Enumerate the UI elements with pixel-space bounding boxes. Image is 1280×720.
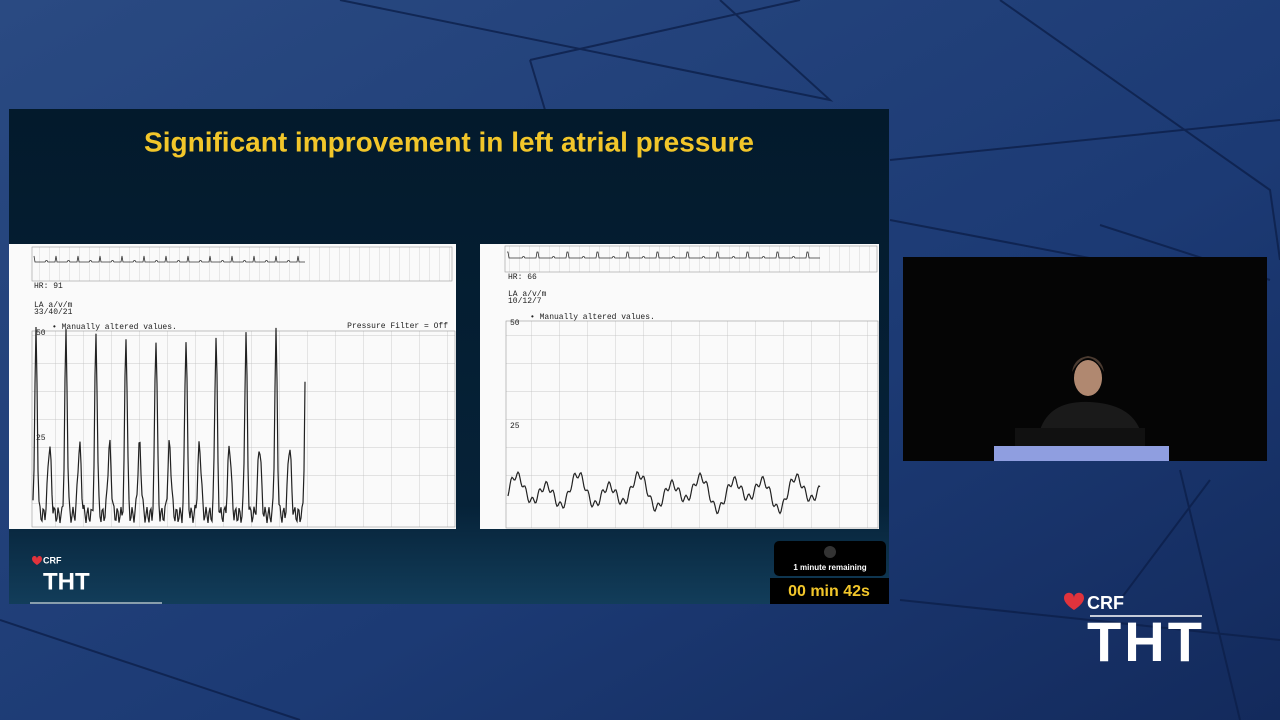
pressures: 10/12/7 [508, 297, 542, 306]
pressure-trace [507, 470, 821, 515]
pressure-grid [505, 320, 879, 529]
timer-box [774, 541, 886, 576]
pressure-trace [32, 326, 306, 524]
event-logo: CRF THT [1064, 592, 1202, 673]
event: THT [1087, 610, 1202, 673]
speaker [994, 356, 1169, 461]
brand: CRF [1087, 593, 1124, 613]
pressures: 33/40/21 [34, 308, 73, 317]
scale-label: 25 [36, 434, 46, 443]
note: • Manually altered values. [530, 313, 655, 322]
brand: CRF [43, 555, 62, 565]
ecg-trace [507, 251, 820, 259]
channel: LA a/v/m [508, 290, 547, 299]
heart-rate: HR: 66 [508, 273, 537, 282]
event: THT [43, 568, 90, 595]
heart-icon [1064, 592, 1084, 610]
filter: Pressure Filter = Off [347, 322, 448, 331]
scale-label: 25 [510, 422, 520, 431]
timer-time: 00 min 42s [788, 583, 870, 600]
ecg-trace [33, 255, 305, 263]
scale-label: 50 [510, 319, 520, 328]
ecg-strip [31, 246, 453, 282]
ecg-strip [504, 245, 878, 273]
heart-rate: HR: 91 [34, 282, 63, 291]
scale-label: 50 [36, 329, 46, 338]
heart-icon [32, 556, 42, 565]
timer-notice: 1 minute remaining [793, 563, 866, 572]
timer-strip [770, 578, 889, 604]
info-icon [824, 546, 836, 558]
channel: LA a/v/m [34, 301, 73, 310]
slide-logo: CRF THT [30, 555, 162, 604]
slide-title: Significant improvement in left atrial p… [144, 126, 754, 157]
note: • Manually altered values. [52, 323, 177, 332]
